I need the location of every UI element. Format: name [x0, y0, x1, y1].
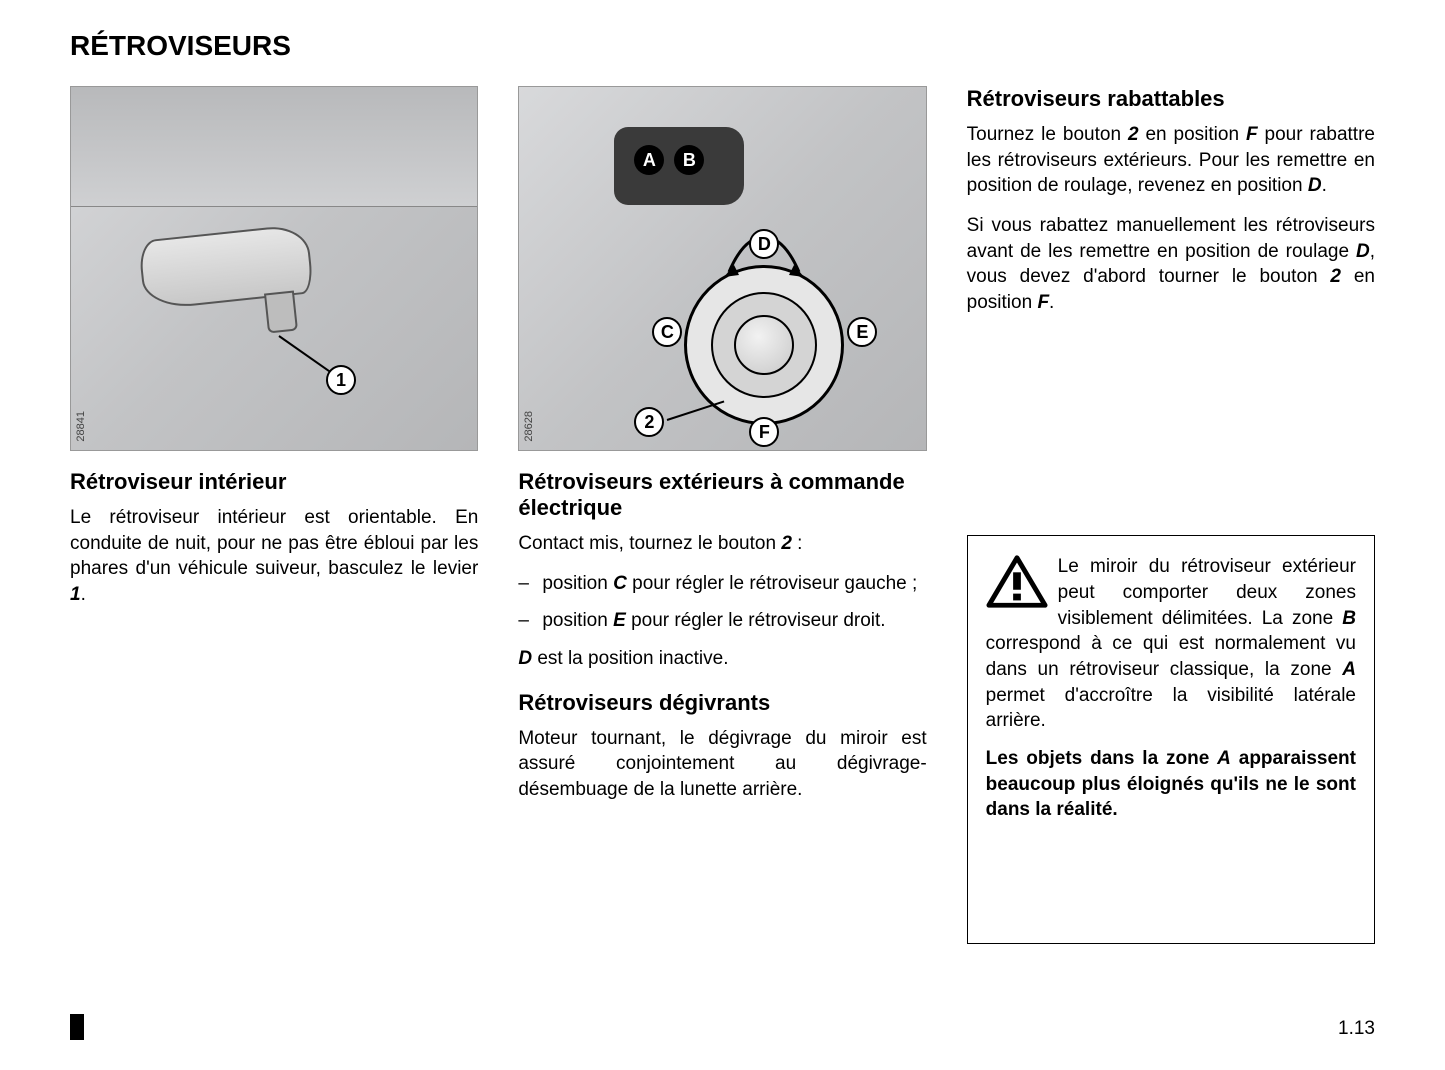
warning-box: Le miroir du rétroviseur extérieur peut …: [967, 535, 1375, 943]
col2-p1-ref: 2: [781, 533, 792, 554]
warn-a: Le miroir du rétroviseur extérieur peut …: [1058, 556, 1356, 628]
column-1: 28841 1 Rétroviseur intérieur Le rétrovi…: [70, 86, 478, 944]
col2-li2-ref: E: [613, 610, 626, 631]
warn2-r: A: [1217, 748, 1231, 769]
col3-p1-r3: D: [1308, 175, 1322, 196]
col3-p2-a: Si vous rabattez manuellement les rétrov…: [967, 215, 1375, 262]
col3-p1-r1: 2: [1128, 124, 1139, 145]
col1-p1-ref: 1: [70, 584, 81, 605]
col3-p1-b: en position: [1139, 124, 1246, 145]
column-2: 28628 A B D C E F 2 Rétroviseurs extérie…: [518, 86, 926, 944]
col3-p1-r2: F: [1246, 124, 1258, 145]
col3-h1: Rétroviseurs rabattables: [967, 86, 1375, 112]
callout-2: 2: [634, 407, 664, 437]
col2-li2: position E pour régler le rétroviseur dr…: [518, 608, 926, 634]
figure-1: 28841 1: [70, 86, 478, 451]
fig1-mirror-stem: [264, 291, 298, 334]
warn-r1: B: [1342, 608, 1356, 629]
col3-p2-r3: F: [1037, 292, 1049, 313]
col2-h1: Rétroviseurs extérieurs à commande élect…: [518, 469, 926, 521]
col2-li1-b: pour régler le rétroviseur gauche ;: [627, 573, 917, 594]
col3-p2: Si vous rabattez manuellement les rétrov…: [967, 213, 1375, 316]
col3-p1: Tournez le bouton 2 en position F pour r…: [967, 122, 1375, 199]
warn2-a: Les objets dans la zone: [986, 748, 1218, 769]
col2-li1-ref: C: [613, 573, 627, 594]
col2-p1-b: :: [792, 533, 803, 554]
fig1-headliner: [71, 87, 477, 207]
col2-p2-b: est la position inactive.: [532, 648, 728, 669]
col2-li1-a: position: [542, 573, 613, 594]
col2-p3: Moteur tournant, le dégivrage du miroir …: [518, 726, 926, 803]
fig2-knob: [734, 315, 794, 375]
col3-p2-r2: 2: [1330, 266, 1341, 287]
col3-p2-r1: D: [1356, 241, 1370, 262]
warn-c: permet d'accroître la visibilité latéral…: [986, 685, 1356, 732]
col2-p2: D est la position inactive.: [518, 646, 926, 672]
label-e: E: [847, 317, 877, 347]
col2-list: position C pour régler le rétroviseur ga…: [518, 571, 926, 634]
col2-h2: Rétroviseurs dégivrants: [518, 690, 926, 716]
callout-1: 1: [326, 365, 356, 395]
columns-container: 28841 1 Rétroviseur intérieur Le rétrovi…: [70, 86, 1375, 944]
col1-heading: Rétroviseur intérieur: [70, 469, 478, 495]
warning-p2: Les objets dans la zone A apparaissent b…: [986, 746, 1356, 823]
col3-p2-d: .: [1049, 292, 1054, 313]
figure-2-id: 28628: [523, 411, 535, 442]
col2-p2-ref: D: [518, 648, 532, 669]
warn-b: correspond à ce qui est normalement vu d…: [986, 633, 1356, 680]
col2-li1: position C pour régler le rétroviseur ga…: [518, 571, 926, 597]
col1-p1-a: Le rétroviseur intérieur est orientable.…: [70, 507, 478, 579]
col2-p1: Contact mis, tournez le bouton 2 :: [518, 531, 926, 557]
column-3: Rétroviseurs rabattables Tournez le bout…: [967, 86, 1375, 944]
footer-mark: [70, 1014, 84, 1040]
figure-2: 28628 A B D C E F 2: [518, 86, 926, 451]
warning-triangle-icon: [986, 554, 1048, 610]
page-number: 1.13: [1338, 1018, 1375, 1040]
fig2-leader-2: [667, 401, 725, 421]
col2-li2-a: position: [542, 610, 613, 631]
col3-p1-a: Tournez le bouton: [967, 124, 1128, 145]
page-title: RÉTROVISEURS: [70, 30, 1375, 62]
col2-li2-b: pour régler le rétroviseur droit.: [626, 610, 886, 631]
col2-p1-a: Contact mis, tournez le bouton: [518, 533, 781, 554]
col1-p1-b: .: [81, 584, 86, 605]
label-c: C: [652, 317, 682, 347]
warn-r2: A: [1342, 659, 1356, 680]
col1-p1: Le rétroviseur intérieur est orientable.…: [70, 505, 478, 608]
label-f: F: [749, 417, 779, 447]
col3-p1-d: .: [1322, 175, 1327, 196]
figure-1-id: 28841: [75, 411, 87, 442]
